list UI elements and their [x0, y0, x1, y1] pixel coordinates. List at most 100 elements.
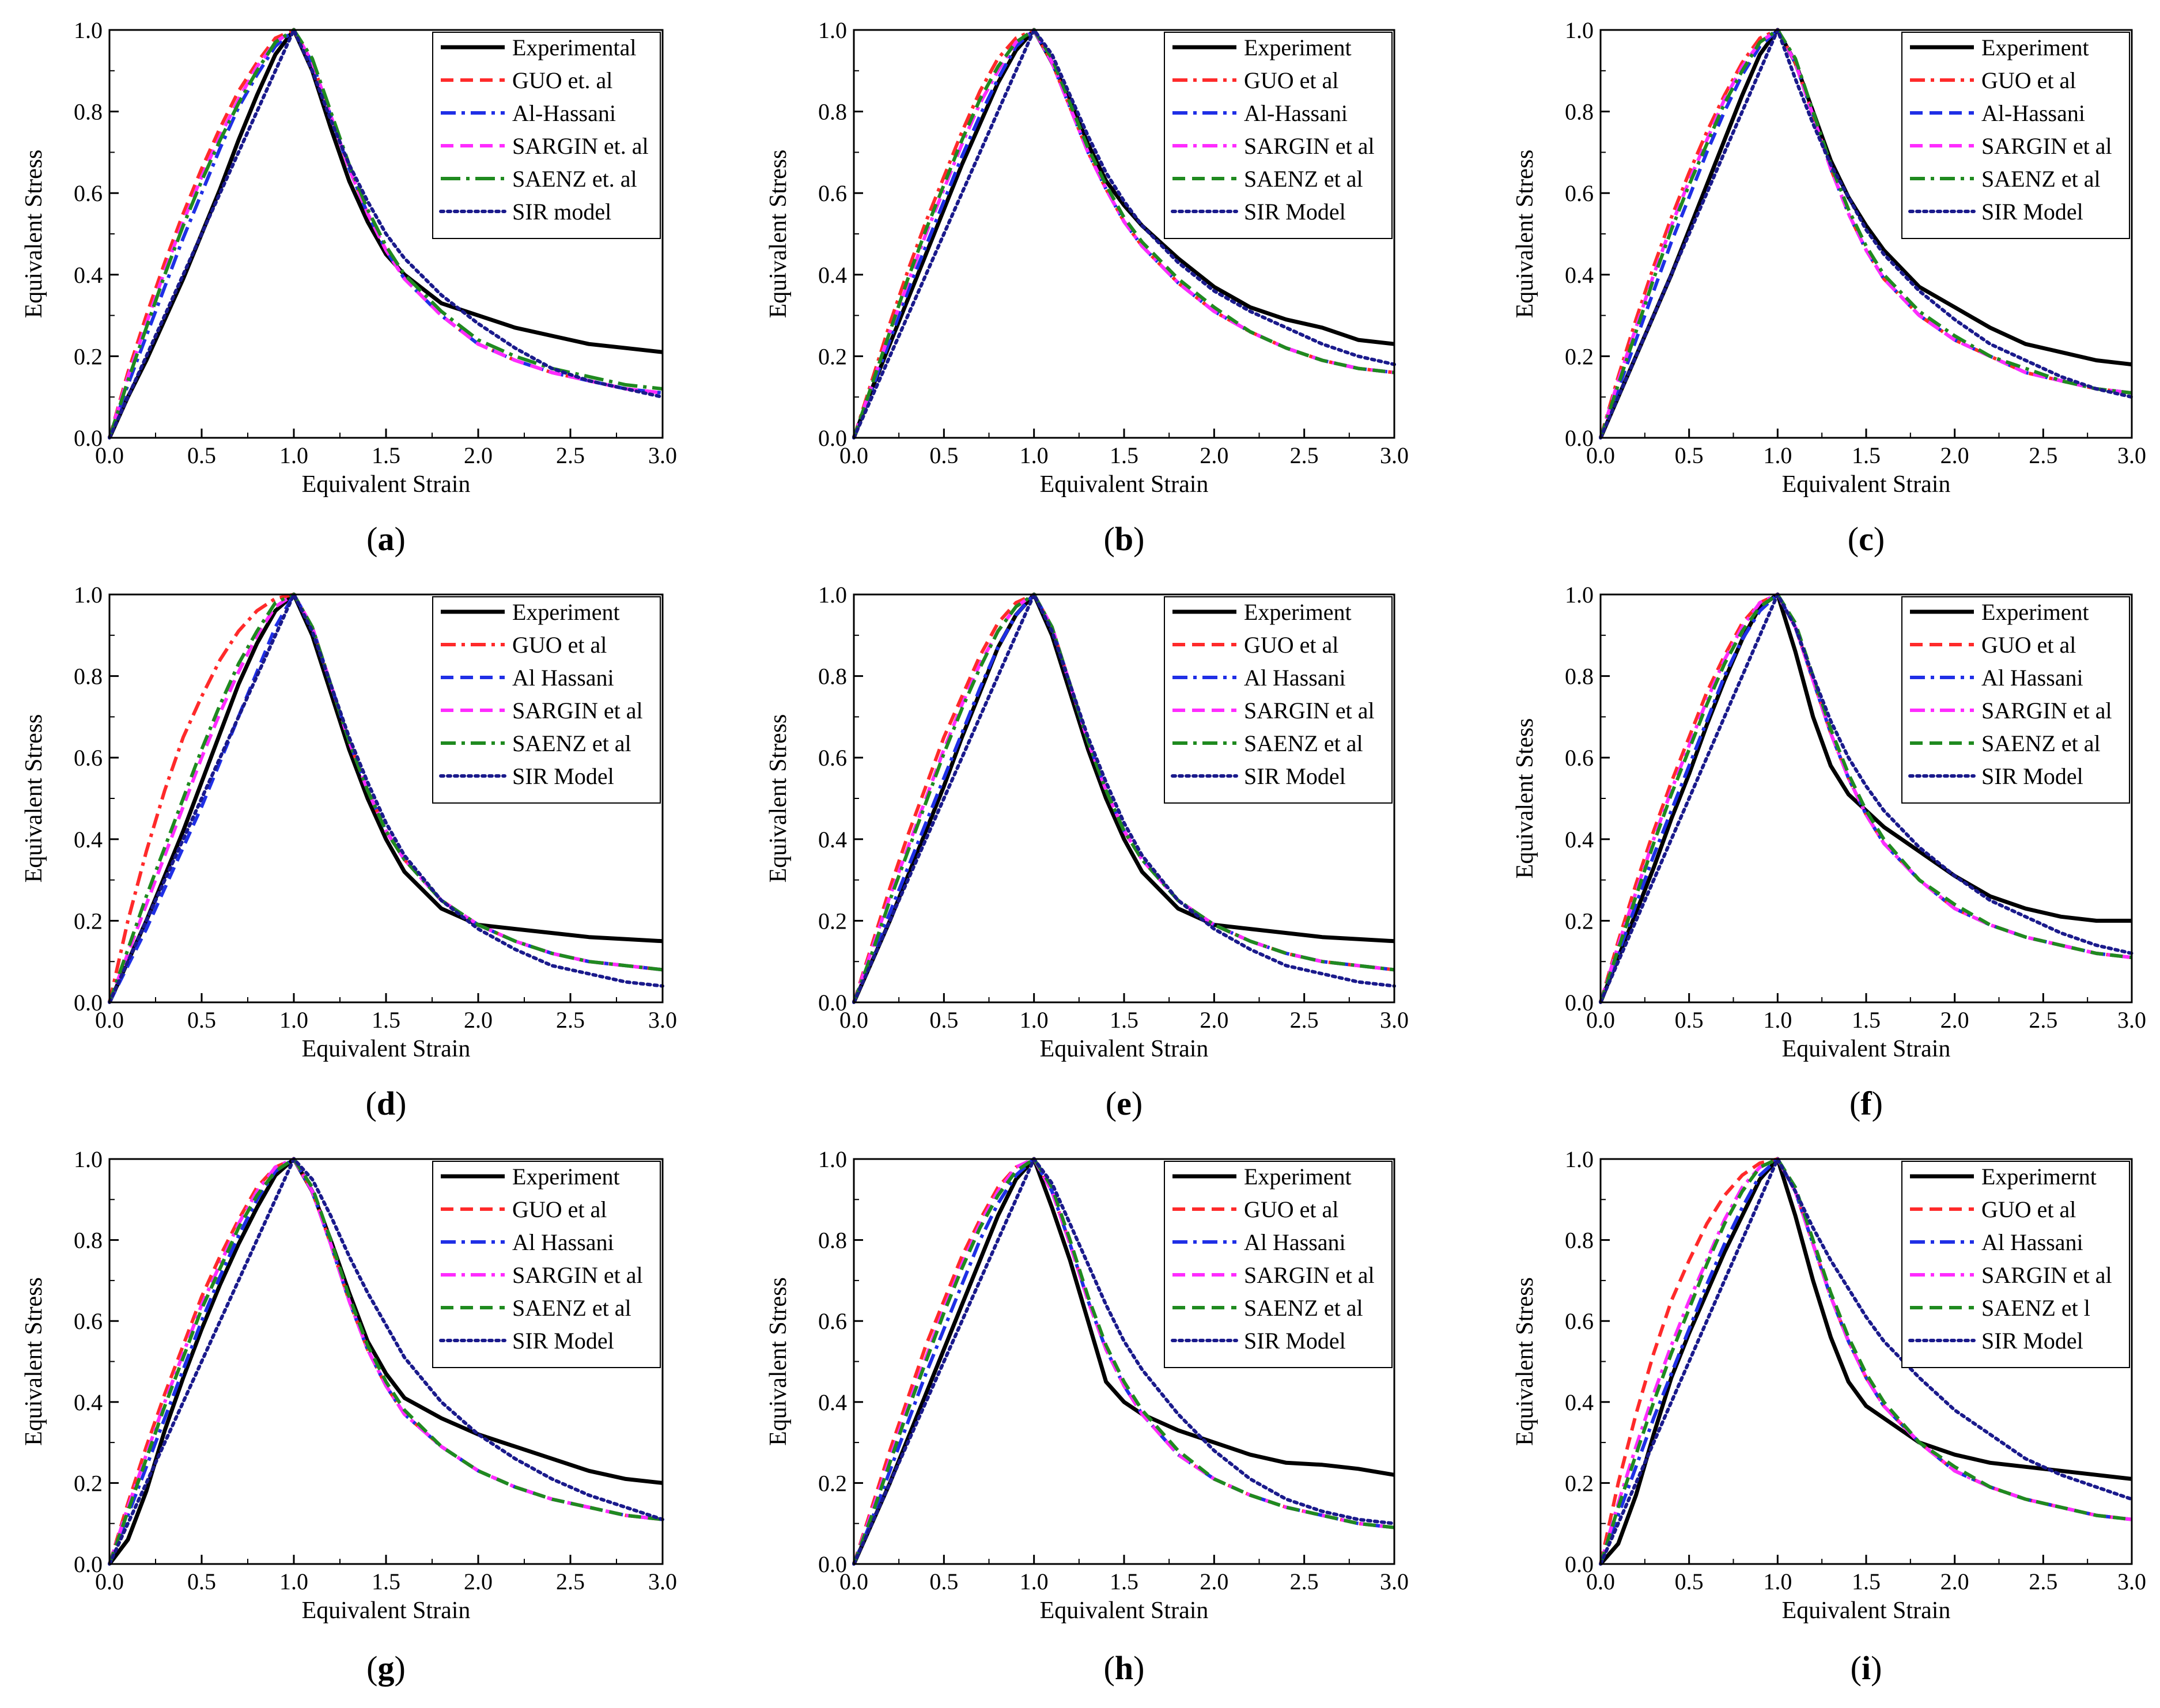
legend: Experiment GUO et al Al Hassani SARGIN et a… — [1164, 596, 1393, 804]
legend-label: Al-Hassani — [512, 100, 616, 126]
x-tick-label: 1.5 — [372, 1569, 400, 1595]
legend-box — [432, 32, 661, 239]
legend-label: Al Hassani — [1244, 1229, 1346, 1255]
series-line-1 — [1599, 1157, 2132, 1566]
x-tick-label: 0.5 — [1675, 1007, 1704, 1033]
x-tick-label: 1.0 — [1763, 1007, 1792, 1033]
x-tick-label: 1.0 — [279, 1569, 308, 1595]
x-tick-label: 2.5 — [2029, 1007, 2057, 1033]
y-axis-title: Equivalent Stress — [1512, 150, 1538, 319]
x-tick-label: 0.5 — [187, 442, 216, 468]
x-tick-label: 3.0 — [1380, 1569, 1409, 1595]
y-tick-label: 0.8 — [74, 1228, 103, 1253]
y-axis-title: Equivalent Stress — [21, 150, 47, 319]
series-line-6 — [1599, 1157, 2133, 1566]
x-tick-label: 2.0 — [464, 1007, 493, 1033]
y-tick-label: 0.6 — [74, 745, 103, 771]
legend-box — [1901, 1161, 2130, 1368]
legend-label: GUO et al — [1981, 67, 2076, 93]
legend-label: GUO et al — [1244, 632, 1338, 658]
x-axis-title: Equivalent Strain — [1782, 1597, 1951, 1624]
x-tick-label: 2.5 — [2029, 442, 2057, 468]
legend-label: SARGIN et al — [1981, 133, 2112, 159]
y-tick-label: 0.0 — [1565, 425, 1594, 451]
legend-label: GUO et al — [512, 632, 607, 658]
legend-label: Al Hassani — [1981, 665, 2083, 691]
y-tick-label: 0.4 — [818, 262, 847, 288]
legend-label: SAENZ et al — [1244, 730, 1363, 756]
series-line-6 — [1599, 593, 2133, 1004]
x-tick-label: 0.5 — [1675, 1569, 1704, 1595]
y-tick-label: 0.0 — [74, 990, 103, 1016]
y-tick-label: 1.0 — [1565, 582, 1594, 608]
legend-label: SAENZ et al — [1244, 1295, 1363, 1321]
series-line-6 — [1599, 28, 2133, 440]
x-tick-label: 3.0 — [648, 1569, 677, 1595]
y-tick-label: 0.4 — [1565, 262, 1594, 288]
legend-label: GUO et al — [1244, 67, 1338, 93]
y-tick-label: 1.0 — [74, 582, 103, 608]
y-tick-label: 0.2 — [74, 908, 103, 934]
legend-label: SARGIN et al — [512, 1262, 643, 1288]
x-tick-label: 1.0 — [279, 1007, 308, 1033]
y-tick-label: 0.4 — [74, 1389, 103, 1415]
panel-label: (h) — [1104, 1649, 1145, 1687]
y-tick-label: 0.6 — [818, 180, 847, 206]
series-line-6 — [852, 1157, 1396, 1566]
x-tick-label: 3.0 — [1380, 442, 1409, 468]
x-tick-label: 2.5 — [2029, 1569, 2057, 1595]
legend: Experiment GUO et al Al-Hassani SARGIN et a… — [1164, 32, 1393, 239]
legend-label: Experiment — [1244, 35, 1352, 60]
panel-label: (i) — [1851, 1649, 1882, 1687]
x-tick-label: 2.0 — [464, 1569, 493, 1595]
legend-label: Experiment — [1244, 1164, 1352, 1190]
series-line-5 — [108, 1157, 663, 1565]
legend: Experimernt GUO et al Al Hassani SARGIN et … — [1901, 1161, 2130, 1368]
x-tick-label: 0.0 — [1586, 1007, 1615, 1033]
legend-label: SAENZ et al — [1981, 166, 2101, 192]
y-tick-label: 0.6 — [74, 180, 103, 206]
series-line-5 — [1599, 28, 2132, 438]
legend-label: Experiment — [1981, 599, 2089, 625]
legend-box — [1901, 32, 2130, 239]
legend-label: SARGIN et al — [1981, 698, 2112, 724]
y-tick-label: 0.2 — [74, 1470, 103, 1496]
y-tick-label: 0.6 — [818, 1308, 847, 1334]
legend: Experiment GUO et al Al Hassani SARGIN et a… — [1164, 1161, 1393, 1368]
y-tick-label: 0.2 — [1565, 1470, 1594, 1496]
legend-label: Al Hassani — [1981, 1229, 2083, 1255]
y-axis-title: Equivalent Stress — [1512, 1277, 1538, 1446]
legend-label: Al Hassani — [512, 1229, 614, 1255]
y-tick-label: 0.2 — [818, 908, 847, 934]
x-tick-label: 1.5 — [1852, 442, 1881, 468]
y-tick-label: 0.2 — [818, 1470, 847, 1496]
y-tick-label: 0.2 — [74, 343, 103, 369]
x-tick-label: 1.5 — [372, 442, 400, 468]
legend-label: SIR Model — [1981, 199, 2083, 225]
y-tick-label: 1.0 — [74, 1146, 103, 1172]
y-tick-label: 0.0 — [818, 1551, 847, 1577]
x-tick-label: 2.0 — [1940, 1007, 1969, 1033]
series-line-6 — [852, 593, 1396, 1004]
x-axis-title: Equivalent Strain — [1040, 1036, 1209, 1062]
legend-label: SIR Model — [512, 763, 614, 789]
x-tick-label: 0.0 — [1586, 1569, 1615, 1595]
x-tick-label: 2.5 — [556, 1007, 585, 1033]
y-tick-label: 0.4 — [1565, 1389, 1594, 1415]
y-tick-label: 0.2 — [818, 343, 847, 369]
x-tick-label: 2.0 — [1200, 1569, 1228, 1595]
series-line-1 — [852, 592, 1395, 1003]
chart-panel-e: 0.0 0.5 1.0 1.5 2.0 2.5 3.0 0.0 0.2 0.4 0.6 0.8 1.0 E… — [765, 582, 1409, 1122]
x-axis-title: Equivalent Strain — [302, 1597, 471, 1624]
x-tick-label: 0.0 — [1586, 442, 1615, 468]
x-tick-label: 3.0 — [2117, 1569, 2146, 1595]
legend-label: SARGIN et. al — [512, 133, 649, 159]
chart-panel-g: 0.0 0.5 1.0 1.5 2.0 2.5 3.00.00.20.40.60.81.0E… — [21, 1146, 677, 1687]
legend-box — [432, 596, 661, 804]
panel-label: (f) — [1849, 1085, 1883, 1122]
legend-box — [1164, 1161, 1393, 1368]
y-tick-label: 0.0 — [1565, 990, 1594, 1016]
y-axis-title: Equivalent Stress — [21, 714, 47, 883]
legend-label: Al-Hassani — [1981, 100, 2085, 126]
